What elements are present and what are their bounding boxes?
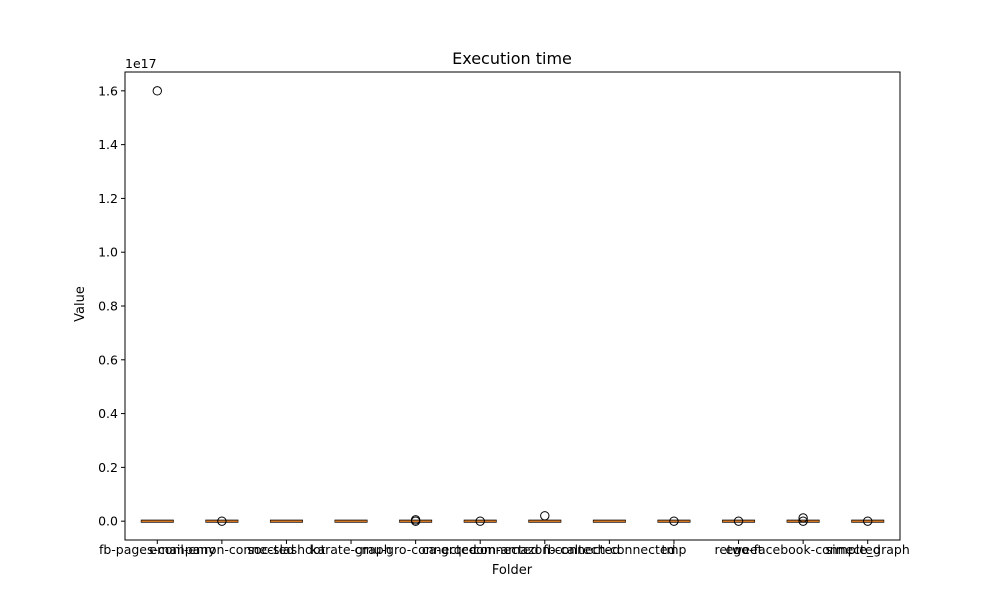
x-tick-label: fb-pages-company <box>99 542 216 557</box>
box-ca-grqc-connected <box>463 516 497 526</box>
outlier-point <box>863 516 873 526</box>
plot-area <box>140 86 885 526</box>
x-axis-label: Folder <box>492 563 533 578</box>
outlier-point <box>152 86 162 96</box>
x-tick-label: simple_graph <box>826 542 910 557</box>
y-tick-label: 0.2 <box>98 460 118 475</box>
box-ego-facebook-connected <box>786 513 820 526</box>
x-tick-label: soc-slashdot <box>247 542 325 557</box>
outlier-point <box>475 516 485 526</box>
y-tick-label: 1.4 <box>98 137 118 152</box>
box-fb-pages-company <box>140 86 174 523</box>
y-tick-label: 0.6 <box>98 352 118 367</box>
y-tick-label: 0.4 <box>98 406 118 421</box>
x-tick-label: cmu-gro-connected <box>355 542 477 557</box>
box-email-enron-connected <box>205 516 239 526</box>
outlier-point <box>798 516 808 526</box>
box-cmu-gro-connected <box>399 515 433 526</box>
box-soc-slashdot <box>269 519 303 523</box>
x-tick-label: retweet <box>715 542 763 557</box>
x-tick-label: email-enron-connected <box>149 542 294 557</box>
box-simple_graph <box>851 516 885 526</box>
x-tick-label: com-amazon-connected <box>469 542 620 557</box>
outlier-point <box>798 513 808 523</box>
box-karate-graph <box>334 519 368 523</box>
box-com-amazon-connected <box>528 511 562 523</box>
outlier-point <box>217 516 227 526</box>
x-tick-label: ca-grqc-connected <box>422 542 539 557</box>
y-tick-label: 1.0 <box>98 245 118 260</box>
x-tick-label: tmp <box>661 542 686 557</box>
x-axis: fb-pages-companyemail-enron-connectedsoc… <box>99 540 910 557</box>
outlier-point <box>733 516 744 526</box>
box-fb-caltech-connected <box>592 519 626 523</box>
y-axis: 0.0 0.2 0.4 0.6 0.8 1.0 1.2 1.4 1.6 <box>98 83 125 529</box>
y-axis-label: Value <box>73 286 88 322</box>
y-tick-label: 0.0 <box>98 514 118 529</box>
x-tick-label: karate-graph <box>310 542 391 557</box>
y-axis-offset-label: 1e17 <box>125 56 157 71</box>
outlier-point <box>669 516 679 526</box>
x-tick-label: ego-facebook-connected <box>726 542 881 557</box>
y-tick-label: 0.8 <box>98 299 118 314</box>
plot-frame <box>124 71 901 541</box>
outlier-point <box>540 511 550 521</box>
y-tick-label: 1.2 <box>98 191 118 206</box>
y-tick-label: 1.6 <box>98 83 118 98</box>
x-tick-label: fb-caltech-connected <box>543 542 675 557</box>
chart-title: Execution time <box>452 49 572 68</box>
box-retweet <box>722 516 756 526</box>
box-tmp <box>657 516 691 526</box>
outlier-point <box>410 515 421 525</box>
